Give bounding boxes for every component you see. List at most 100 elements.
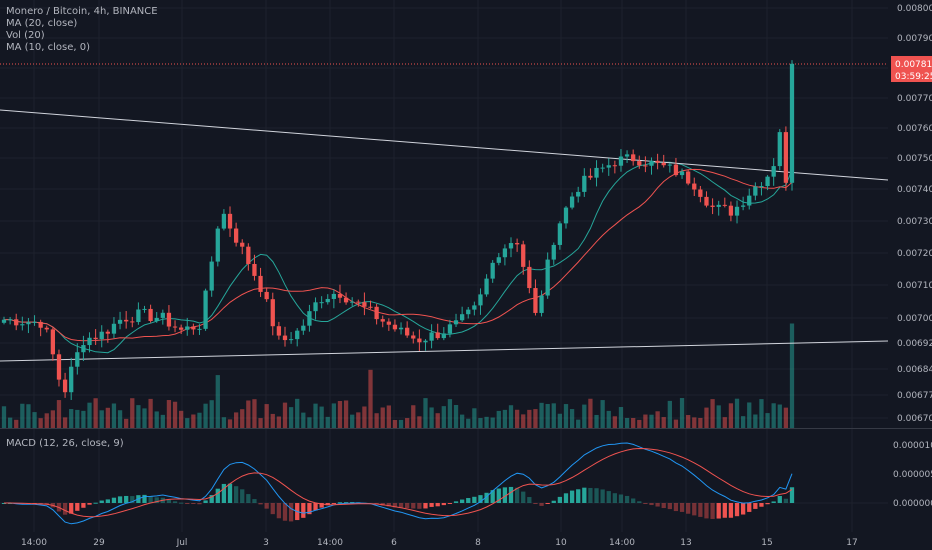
- x-tick-11: 17: [846, 538, 857, 548]
- volume-bar-109: [667, 400, 672, 428]
- main-legend: Monero / Bitcoin, 4h, BINANCE MA (20, cl…: [6, 6, 158, 54]
- candle-body-117: [716, 204, 721, 207]
- candle-body-70: [429, 332, 434, 341]
- candle-body-35: [215, 228, 220, 262]
- candle-body-58: [356, 301, 361, 303]
- macd-pane: [0, 442, 888, 525]
- volume-bar-20: [124, 418, 129, 428]
- macd-hist-bar-73: [447, 503, 453, 504]
- x-tick-5: 6: [391, 538, 397, 548]
- volume-bar-117: [716, 405, 721, 428]
- volume-bar-95: [582, 404, 587, 428]
- volume-bar-8: [50, 410, 56, 428]
- ma-fast-line: [3, 161, 793, 354]
- macd-hist-bar-57: [350, 502, 355, 504]
- volume-bar-98: [600, 400, 605, 428]
- descending-trendline: [0, 109, 889, 181]
- volume-bar-103: [631, 418, 636, 428]
- volume-bar-60: [368, 369, 373, 428]
- volume-bar-89: [545, 403, 550, 428]
- candle-body-24: [148, 308, 153, 321]
- candle-body-129: [789, 63, 795, 183]
- volume-bar-83: [508, 405, 514, 428]
- volume-bar-57: [350, 414, 355, 428]
- macd-hist-bar-104: [637, 501, 642, 503]
- candle-body-39: [240, 242, 245, 247]
- macd-hist-bar-114: [698, 503, 703, 517]
- candle-body-34: [209, 261, 214, 291]
- candle-body-65: [398, 327, 404, 330]
- macd-legend: MACD (12, 26, close, 9): [6, 438, 124, 450]
- candles: [1, 60, 795, 400]
- macd-hist-bar-46: [282, 503, 288, 521]
- volume-bar-18: [111, 403, 117, 428]
- volume-bar-106: [649, 414, 654, 428]
- candle-body-37: [227, 213, 233, 229]
- volume-bar-113: [692, 417, 697, 428]
- macd-hist-bar-96: [588, 487, 593, 503]
- volume-bar-53: [325, 416, 330, 428]
- candle-body-33: [203, 290, 208, 329]
- candle-body-91: [557, 223, 563, 245]
- volume-bar-100: [612, 416, 617, 428]
- candle-body-90: [551, 244, 556, 260]
- candle-body-110: [673, 164, 679, 176]
- macd-hist-bar-85: [521, 491, 526, 503]
- candle-body-74: [453, 320, 459, 325]
- candle-body-124: [759, 186, 764, 188]
- volume-bar-34: [209, 400, 214, 428]
- x-tick-4: 14:00: [317, 538, 343, 548]
- volume-bar-24: [148, 398, 153, 428]
- macd-hist-bar-109: [667, 503, 672, 510]
- macd-hist-bar-51: [313, 503, 318, 511]
- macd-hist-bar-45: [276, 503, 282, 519]
- candle-body-97: [594, 167, 599, 178]
- candle-body-14: [87, 337, 92, 346]
- candle-body-67: [411, 335, 416, 339]
- x-tick-8: 14:00: [609, 538, 635, 548]
- volume-bar-116: [710, 399, 715, 428]
- macd-hist-bar-40: [246, 494, 251, 503]
- axes: 0.0080000.0079000.0078000.0077000.007600…: [21, 4, 932, 548]
- macd-hist-bar-88: [539, 503, 544, 506]
- macd-hist-bar-111: [679, 503, 685, 512]
- volume-bar-63: [386, 405, 391, 428]
- macd-hist-bar-7: [44, 503, 49, 505]
- volume-bar-44: [270, 413, 275, 428]
- macd-hist-bar-54: [331, 503, 336, 504]
- volume-bar-122: [747, 402, 752, 428]
- candle-body-73: [447, 324, 453, 334]
- macd-hist-bar-27: [166, 499, 172, 503]
- y-tick-14: 0.006705: [897, 414, 932, 424]
- macd-hist-bar-121: [740, 503, 746, 515]
- candle-body-7: [44, 327, 49, 330]
- candle-body-108: [661, 162, 666, 166]
- macd-hist-bar-69: [423, 503, 428, 509]
- volume-bar-114: [698, 417, 703, 428]
- volume-bar-74: [453, 405, 459, 428]
- volume-bar-55: [337, 400, 343, 428]
- volume-bar-54: [331, 403, 336, 428]
- macd-hist-bar-119: [728, 503, 734, 518]
- volume-bar-10: [62, 417, 68, 428]
- volume-bar-36: [221, 417, 227, 428]
- macd-hist-bar-84: [514, 487, 520, 503]
- candle-body-86: [527, 266, 532, 289]
- volume-bar-69: [423, 398, 428, 428]
- candle-body-29: [179, 327, 184, 330]
- x-tick-0: 14:00: [21, 538, 47, 548]
- volume-bar-49: [301, 412, 306, 428]
- volume-bar-33: [203, 403, 208, 428]
- candle-body-105: [643, 165, 648, 167]
- last-price-tag: [891, 56, 932, 82]
- volume-bar-76: [466, 418, 471, 428]
- volume-bar-31: [191, 414, 196, 428]
- macd-y-tick-1: 0.0000050: [893, 470, 932, 480]
- volume-bars: [1, 323, 795, 428]
- x-tick-7: 10: [555, 538, 567, 548]
- volume-bar-22: [136, 405, 141, 428]
- volume-bar-127: [777, 404, 782, 428]
- candle-body-107: [655, 160, 660, 163]
